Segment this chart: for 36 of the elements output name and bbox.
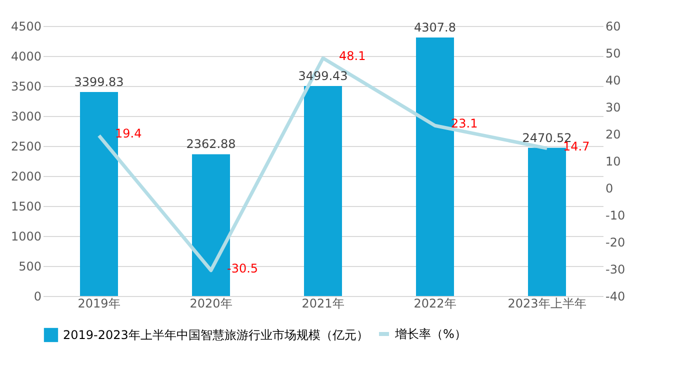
- bar: [304, 86, 342, 296]
- y-tick-label: 500: [18, 260, 42, 274]
- y2-tick-label: 60: [606, 20, 621, 34]
- y2-tick-label: -10: [606, 208, 626, 222]
- y2-tick-label: 40: [606, 74, 621, 88]
- y-tick-label: 4500: [10, 20, 42, 34]
- data-label: 48.1: [339, 49, 366, 64]
- y2-tick-label: 20: [606, 128, 621, 142]
- y-tick-label: 2000: [10, 170, 42, 184]
- y-tick-label: 3000: [10, 110, 42, 124]
- x-tick-label: 2022年: [414, 296, 456, 310]
- y2-tick-label: 30: [606, 100, 621, 114]
- x-tick-label: 2023年上半年: [508, 296, 586, 310]
- y2-tick-label: 10: [606, 154, 621, 168]
- x-tick-label: 2021年: [302, 296, 344, 310]
- bar: [80, 92, 118, 296]
- bar: [528, 148, 566, 296]
- data-label: 2362.88: [186, 137, 236, 152]
- data-label: 3399.83: [74, 75, 124, 90]
- y2-tick-label: -20: [606, 236, 626, 250]
- y2-tick-label: -40: [606, 290, 626, 304]
- y-tick-label: 3500: [10, 80, 42, 94]
- y2-tick-label: 50: [606, 46, 621, 60]
- y-tick-label: 1500: [10, 200, 42, 214]
- legend-label: 2019-2023年上半年中国智慧旅游行业市场规模（亿元）: [63, 328, 368, 342]
- y-tick-label: 4000: [10, 50, 42, 64]
- y2-tick-label: -30: [606, 262, 626, 276]
- legend-label: 增长率（%）: [394, 327, 466, 341]
- y-tick-label: 2500: [10, 140, 42, 154]
- data-label: 3499.43: [298, 69, 348, 84]
- y2-tick-label: 0: [606, 182, 614, 196]
- x-tick-label: 2019年: [78, 296, 120, 310]
- y-tick-label: 1000: [10, 230, 42, 244]
- data-label: 4307.8: [414, 20, 456, 35]
- x-tick-label: 2020年: [190, 296, 232, 310]
- y-tick-label: 0: [34, 290, 42, 304]
